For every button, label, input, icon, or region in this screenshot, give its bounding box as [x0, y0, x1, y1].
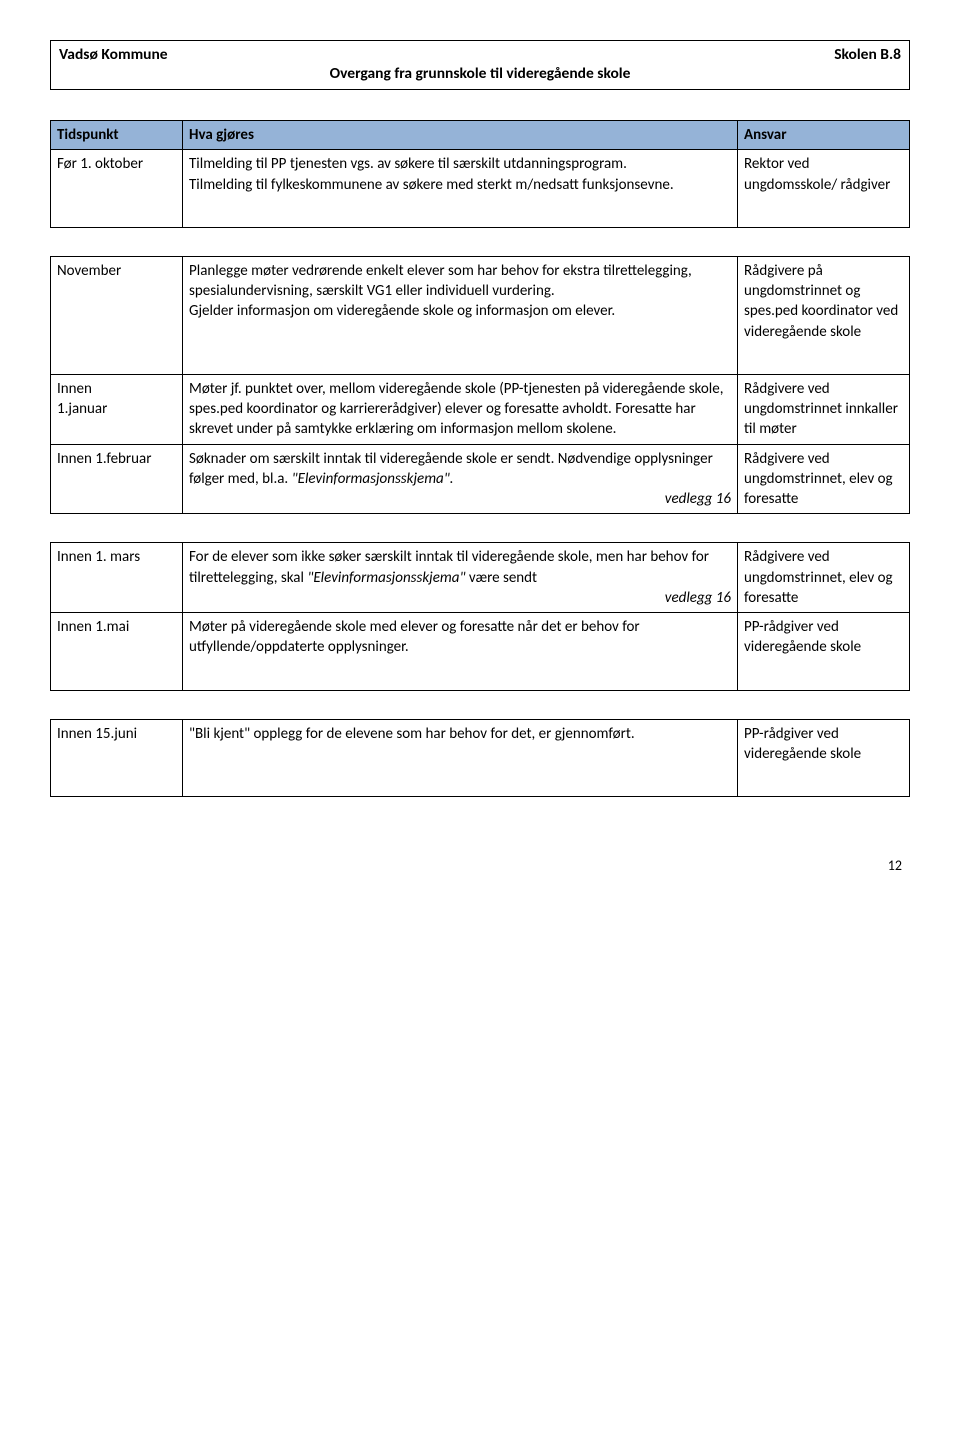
cell-time: Innen 1.januar	[51, 374, 183, 444]
cell-what: Møter jf. punktet over, mellom videregåe…	[183, 374, 738, 444]
cell-time: November	[51, 256, 183, 374]
table-row: Innen 15.juni "Bli kjent" opplegg for de…	[51, 719, 910, 797]
table-row: Innen 1.februar Søknader om særskilt inn…	[51, 444, 910, 514]
table-header-row: Tidspunkt Hva gjøres Ansvar	[51, 121, 910, 150]
cell-time: Innen 1.februar	[51, 444, 183, 514]
cell-text-italic: "Elevinformasjonsskjema".	[292, 470, 454, 488]
table-row: Innen 1.mai Møter på videregående skole …	[51, 613, 910, 691]
cell-time: Innen 1.mai	[51, 613, 183, 691]
table-row: Innen 1.januar Møter jf. punktet over, m…	[51, 374, 910, 444]
cell-resp: Rektor ved ungdomsskole/ rådgiver	[738, 150, 910, 228]
cell-resp: Rådgivere ved ungdomstrinnet, elev og fo…	[738, 543, 910, 613]
table-row: Før 1. oktober Tilmelding til PP tjenest…	[51, 150, 910, 228]
cell-what: Tilmelding til PP tjenesten vgs. av søke…	[183, 150, 738, 228]
cell-what: Møter på videregående skole med elever o…	[183, 613, 738, 691]
cell-what: Planlegge møter vedrørende enkelt elever…	[183, 256, 738, 374]
table-row: November Planlegge møter vedrørende enke…	[51, 256, 910, 374]
cell-what: Søknader om særskilt inntak til videregå…	[183, 444, 738, 514]
col-header-resp: Ansvar	[738, 121, 910, 150]
cell-resp: PP-rådgiver ved videregående skole	[738, 613, 910, 691]
table-block-1: Tidspunkt Hva gjøres Ansvar Før 1. oktob…	[50, 120, 910, 228]
header-subtitle: Overgang fra grunnskole til videregående…	[59, 64, 901, 83]
cell-text-italic: "Elevinformasjonsskjema"	[307, 569, 465, 587]
col-header-what: Hva gjøres	[183, 121, 738, 150]
cell-what: "Bli kjent" opplegg for de elevene som h…	[183, 719, 738, 797]
cell-resp: Rådgivere på ungdomstrinnet og spes.ped …	[738, 256, 910, 374]
table-block-4: Innen 15.juni "Bli kjent" opplegg for de…	[50, 719, 910, 798]
vedlegg-ref: vedlegg 16	[189, 489, 731, 509]
header-right: Skolen B.8	[834, 45, 901, 64]
cell-resp: PP-rådgiver ved videregående skole	[738, 719, 910, 797]
vedlegg-ref: vedlegg 16	[189, 588, 731, 608]
header-left: Vadsø Kommune	[59, 45, 168, 64]
cell-text: være sendt	[466, 569, 538, 587]
cell-time: Innen 15.juni	[51, 719, 183, 797]
page-number: 12	[50, 857, 910, 874]
cell-what: For de elever som ikke søker særskilt in…	[183, 543, 738, 613]
col-header-time: Tidspunkt	[51, 121, 183, 150]
table-row: Innen 1. mars For de elever som ikke søk…	[51, 543, 910, 613]
cell-time: Innen 1. mars	[51, 543, 183, 613]
table-block-2: November Planlegge møter vedrørende enke…	[50, 256, 910, 515]
cell-resp: Rådgivere ved ungdomstrinnet, elev og fo…	[738, 444, 910, 514]
table-block-3: Innen 1. mars For de elever som ikke søk…	[50, 542, 910, 690]
cell-resp: Rådgivere ved ungdomstrinnet innkaller t…	[738, 374, 910, 444]
cell-time: Før 1. oktober	[51, 150, 183, 228]
document-header: Vadsø Kommune Skolen B.8 Overgang fra gr…	[50, 40, 910, 90]
